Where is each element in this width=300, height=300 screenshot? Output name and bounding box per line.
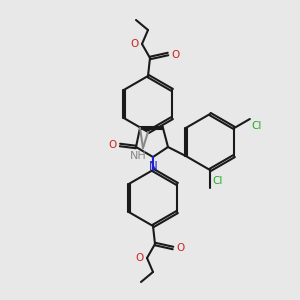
- Text: N: N: [148, 160, 158, 173]
- Text: O: O: [131, 39, 139, 49]
- Text: Cl: Cl: [252, 121, 262, 131]
- Text: Cl: Cl: [212, 176, 222, 186]
- Text: O: O: [136, 253, 144, 263]
- Text: O: O: [176, 243, 184, 253]
- Text: O: O: [171, 50, 179, 60]
- Text: NH: NH: [130, 151, 146, 161]
- Text: O: O: [109, 140, 117, 150]
